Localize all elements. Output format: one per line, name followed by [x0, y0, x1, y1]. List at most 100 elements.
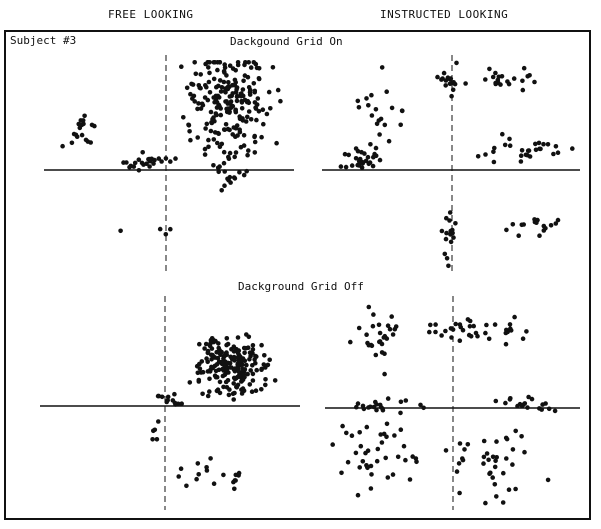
data-point — [234, 87, 239, 92]
data-point — [384, 89, 389, 94]
data-point — [427, 329, 432, 335]
data-point — [392, 326, 398, 332]
data-point — [493, 398, 499, 404]
data-point — [377, 157, 383, 163]
data-point — [490, 475, 495, 480]
data-point — [364, 424, 370, 430]
data-point — [83, 137, 89, 143]
data-point — [468, 334, 474, 339]
data-point — [250, 378, 256, 383]
data-point — [132, 160, 138, 166]
data-point — [157, 226, 163, 232]
data-point — [88, 140, 93, 145]
data-point — [457, 322, 463, 327]
data-point — [358, 443, 364, 449]
data-point — [248, 368, 253, 373]
data-point — [532, 79, 537, 85]
data-point — [492, 322, 498, 327]
data-point — [500, 500, 506, 505]
data-point — [513, 428, 518, 434]
data-point — [240, 87, 246, 92]
data-point — [213, 368, 219, 374]
data-point — [172, 391, 177, 397]
data-point — [214, 112, 219, 118]
data-point — [211, 76, 217, 82]
data-point — [216, 169, 221, 175]
data-point — [217, 104, 222, 109]
data-point — [246, 85, 252, 90]
data-point — [384, 421, 390, 427]
data-point — [355, 492, 361, 498]
data-point — [483, 77, 488, 82]
data-point — [242, 350, 247, 356]
data-point — [260, 107, 266, 112]
data-point — [467, 324, 473, 329]
data-point — [381, 431, 387, 437]
data-point — [179, 401, 184, 406]
data-point — [196, 101, 201, 106]
data-point — [69, 140, 75, 146]
data-point — [144, 161, 149, 166]
data-point — [247, 350, 253, 355]
data-point — [353, 156, 359, 161]
data-point — [202, 346, 207, 351]
data-point — [481, 454, 487, 460]
data-point — [428, 322, 433, 328]
data-point — [216, 83, 221, 89]
data-point — [400, 108, 405, 114]
data-point — [381, 335, 387, 340]
data-point — [378, 404, 384, 410]
data-point — [494, 455, 499, 460]
data-point — [179, 64, 184, 69]
data-point — [503, 400, 508, 406]
data-point — [246, 60, 251, 65]
data-point — [368, 463, 374, 469]
data-point — [382, 122, 388, 128]
data-point — [168, 159, 173, 164]
data-point — [208, 337, 214, 343]
data-point — [255, 96, 261, 101]
data-point — [236, 369, 242, 375]
data-point — [253, 388, 259, 393]
figure-frame — [4, 30, 591, 520]
data-point — [231, 381, 236, 386]
data-point — [251, 81, 257, 86]
data-point — [340, 423, 345, 429]
data-point — [198, 85, 203, 91]
data-point — [250, 347, 256, 352]
data-point — [368, 142, 373, 147]
data-point — [443, 83, 448, 88]
data-point — [506, 487, 512, 492]
data-point — [414, 459, 419, 465]
data-point — [190, 82, 196, 87]
data-point — [349, 433, 355, 438]
data-point — [230, 132, 235, 137]
data-point — [494, 494, 499, 499]
data-point — [457, 338, 463, 343]
data-point — [188, 91, 193, 97]
data-point — [195, 461, 201, 466]
scatter-panel-grid-off-instructed — [325, 296, 580, 510]
data-point — [211, 481, 217, 486]
data-point — [450, 327, 456, 332]
data-point — [508, 328, 514, 333]
data-point — [156, 156, 162, 161]
data-point — [504, 456, 509, 461]
data-point — [486, 457, 491, 463]
data-point — [355, 401, 361, 406]
data-point — [465, 442, 471, 447]
data-point — [498, 82, 503, 87]
data-point — [226, 154, 231, 160]
data-point — [263, 377, 268, 382]
data-point — [178, 466, 184, 471]
data-point — [217, 351, 222, 356]
data-point — [253, 360, 258, 366]
data-point — [249, 389, 255, 394]
data-point — [506, 81, 512, 87]
data-point — [224, 336, 230, 341]
data-point — [533, 147, 539, 153]
data-point — [439, 228, 445, 234]
data-point — [481, 438, 487, 444]
data-point — [548, 223, 554, 228]
data-point — [360, 403, 366, 409]
